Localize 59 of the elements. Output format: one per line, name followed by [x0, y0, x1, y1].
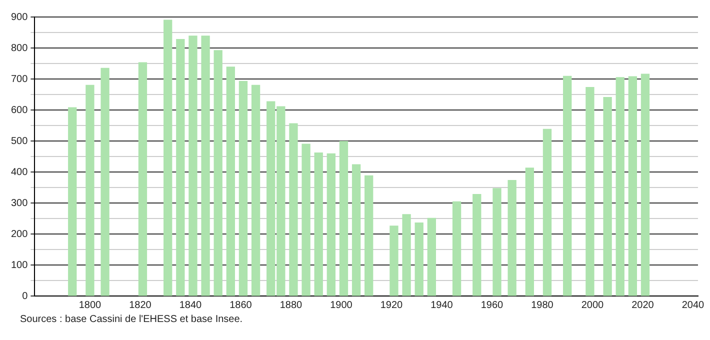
source-note: Sources : base Cassini de l'EHESS et base Insee.: [20, 314, 244, 325]
bar: [201, 36, 210, 296]
bar: [542, 128, 552, 296]
bar: [352, 164, 361, 296]
bar: [586, 87, 594, 296]
bar: [238, 80, 248, 296]
x-tick-label: 1880: [280, 300, 303, 311]
bar: [492, 188, 502, 296]
x-tick-label: 1840: [179, 300, 202, 311]
bar: [364, 175, 374, 296]
bar: [508, 180, 516, 296]
y-tick-label: 600: [10, 104, 28, 116]
bar: [164, 20, 172, 296]
x-tick-label: 1820: [129, 300, 152, 311]
y-tick-label: 300: [10, 198, 28, 209]
bar: [390, 226, 398, 296]
x-tick-label: 1800: [78, 300, 102, 311]
y-tick-label: 800: [10, 42, 28, 54]
y-tick-label: 700: [10, 74, 28, 85]
bar: [472, 194, 482, 296]
x-tick-label: 2020: [632, 300, 654, 311]
bar: [414, 222, 424, 296]
x-tick-label: 2040: [682, 300, 705, 311]
bar: [326, 153, 336, 296]
x-tick-label: 2000: [581, 300, 604, 311]
bar: [339, 140, 348, 296]
y-tick-label: 900: [10, 12, 28, 23]
bar: [289, 123, 298, 296]
bar: [603, 96, 612, 296]
bar: [616, 77, 624, 296]
bar: [452, 201, 462, 296]
bar: [251, 84, 260, 296]
y-tick-label: 200: [10, 228, 28, 240]
bar: [563, 76, 572, 296]
bar: [188, 36, 198, 296]
x-tick-label: 1920: [380, 300, 404, 311]
y-tick-label: 500: [10, 136, 28, 147]
x-tick-label: 1960: [480, 300, 504, 311]
bar: [402, 214, 411, 296]
x-tick-label: 1940: [430, 300, 454, 311]
bar: [302, 144, 310, 296]
x-tick-label: 1900: [330, 300, 353, 311]
bar: [214, 50, 222, 296]
bar: [427, 218, 436, 296]
bar: [640, 74, 650, 296]
bar: [138, 62, 148, 296]
bar: [314, 152, 323, 296]
y-tick-label: 0: [22, 290, 28, 302]
bar: [525, 168, 534, 296]
bar: [628, 76, 638, 296]
x-tick-label: 1860: [230, 300, 252, 311]
y-tick-label: 100: [10, 260, 28, 271]
bar: [176, 38, 185, 296]
bar: [100, 68, 110, 296]
bar: [68, 107, 77, 296]
x-tick-label: 1980: [531, 300, 554, 311]
bar: [86, 84, 94, 296]
bar: [226, 66, 235, 296]
y-tick-label: 400: [10, 166, 28, 178]
